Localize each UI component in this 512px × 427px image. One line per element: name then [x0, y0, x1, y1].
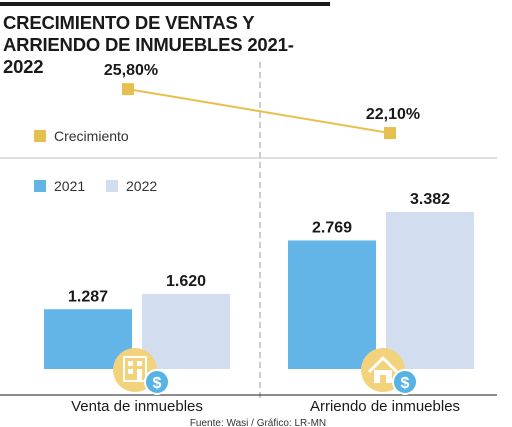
bars-group: 1.287 1.620 2.769 3.382 — [44, 191, 474, 369]
growth-point — [384, 127, 396, 140]
bar-value-label: 2.769 — [312, 219, 352, 236]
svg-text:$: $ — [401, 375, 410, 392]
bar-2022 — [142, 293, 230, 369]
bar-value-label: 1.620 — [166, 273, 206, 290]
growth-value-label: 25,80% — [104, 62, 158, 79]
bar-2022 — [386, 212, 474, 369]
legend-label-2022: 2022 — [126, 178, 157, 194]
title-rule — [0, 2, 330, 6]
category-label-venta: Venta de inmuebles — [71, 398, 203, 415]
source-note: Fuente: Wasi / Gráfico: LR-MN — [190, 418, 326, 427]
legend-label-growth: Crecimiento — [54, 128, 129, 144]
svg-text:$: $ — [153, 375, 162, 392]
category-label-arriendo: Arriendo de inmuebles — [310, 398, 460, 415]
chart-title: CRECIMIENTO DE VENTAS Y ARRIENDO DE INMU… — [3, 12, 294, 77]
dollar-icon: $ — [392, 369, 418, 395]
dollar-icon: $ — [144, 369, 170, 395]
growth-line — [127, 88, 391, 135]
growth-point — [122, 83, 134, 96]
legend-label-2021: 2021 — [54, 178, 85, 194]
growth-series: 25,80% 22,10% — [104, 62, 420, 140]
bar-2021 — [288, 240, 376, 369]
growth-value-label: 22,10% — [366, 106, 420, 123]
bar-value-label: 1.287 — [68, 288, 108, 305]
bar-value-label: 3.382 — [410, 191, 450, 208]
legend-swatch-2021 — [34, 180, 46, 192]
legend-swatch-2022 — [106, 180, 118, 192]
legend-swatch-growth — [34, 130, 46, 142]
